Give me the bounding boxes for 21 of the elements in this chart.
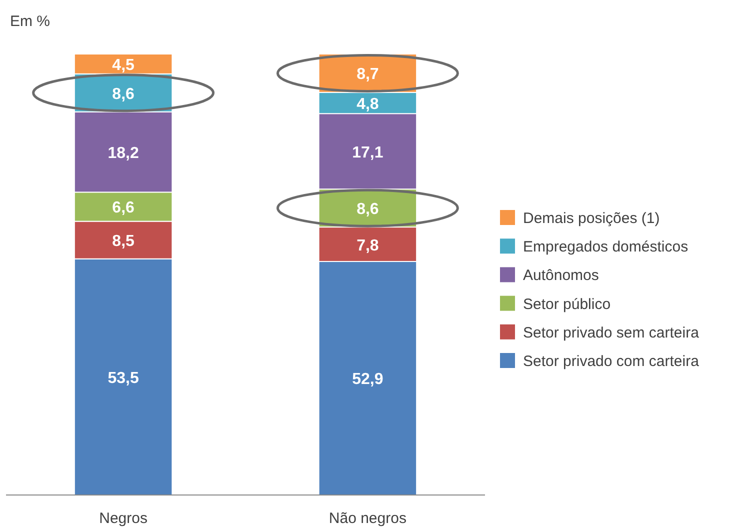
data-label: 53,5 bbox=[108, 370, 139, 387]
legend-label: Setor privado com carteira bbox=[523, 353, 700, 370]
data-label: 18,2 bbox=[108, 145, 139, 162]
data-label: 52,9 bbox=[352, 371, 384, 388]
legend-label: Autônomos bbox=[523, 267, 599, 284]
x-tick-label: Não negros bbox=[328, 510, 406, 527]
legend-label: Demais posições (1) bbox=[523, 210, 660, 227]
legend-label: Setor privado sem carteira bbox=[523, 324, 700, 342]
chart-subtitle: Em % bbox=[10, 13, 50, 30]
data-label: 8,7 bbox=[356, 66, 379, 84]
data-label: 8,6 bbox=[356, 201, 379, 218]
data-label: 7,8 bbox=[356, 237, 379, 254]
data-label: 8,5 bbox=[112, 233, 135, 250]
data-label: 6,6 bbox=[112, 200, 135, 217]
data-label: 8,6 bbox=[112, 86, 135, 103]
legend-label: Setor público bbox=[523, 296, 611, 313]
data-label: 17,1 bbox=[352, 144, 384, 162]
data-label: 4,8 bbox=[356, 96, 379, 113]
data-label: 4,5 bbox=[112, 56, 135, 74]
x-tick-label: Negros bbox=[99, 510, 148, 527]
legend-label: Empregados domésticos bbox=[523, 238, 688, 256]
